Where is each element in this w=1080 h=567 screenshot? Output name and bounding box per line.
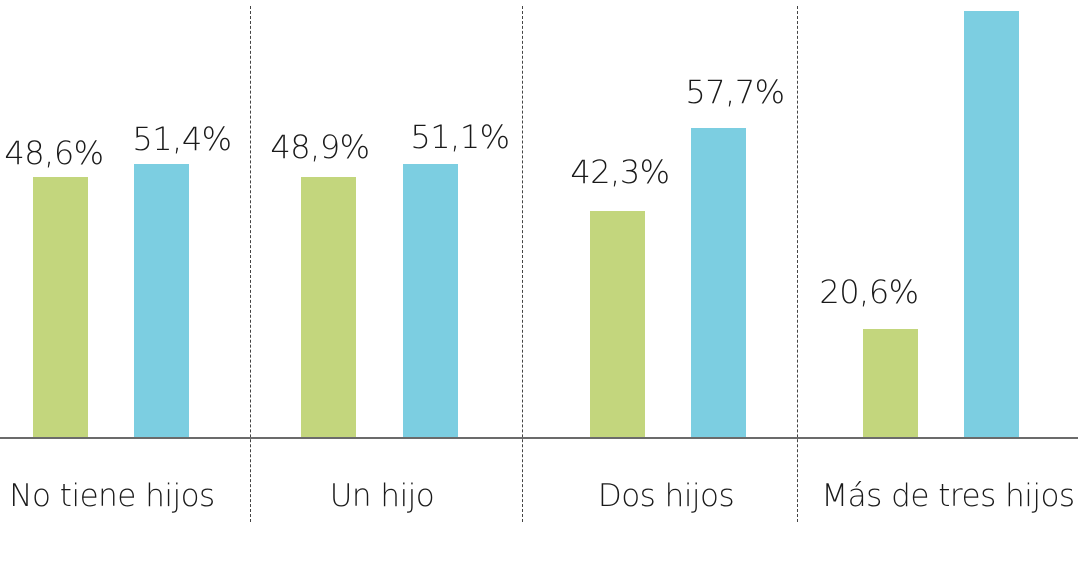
bar-dos-hijos-green [590,211,645,438]
value-label: 51,4% [132,120,232,158]
x-axis [0,437,1078,439]
group-divider [250,6,251,522]
value-label: 48,6% [4,134,104,172]
value-label: 42,3% [570,153,670,191]
bar-no-tiene-hijos-green [33,177,88,438]
bar-un-hijo-green [301,177,356,438]
category-label: Dos hijos [597,478,735,514]
group-divider [797,6,798,522]
category-label: Un hijo [329,478,435,514]
bar-mas-de-tres-hijos-blue [964,11,1019,438]
value-label: 20,6% [819,273,919,311]
bar-dos-hijos-blue [691,128,746,438]
group-divider [522,6,523,522]
bar-un-hijo-blue [403,164,458,438]
category-label: Más de tres hijos [821,478,1075,514]
value-label: 51,1% [410,118,510,156]
value-label: 48,9% [270,128,370,166]
value-label: 57,7% [685,73,785,111]
category-label: No tiene hijos [9,478,215,514]
bar-mas-de-tres-hijos-green [863,329,918,438]
bar-no-tiene-hijos-blue [134,164,189,438]
